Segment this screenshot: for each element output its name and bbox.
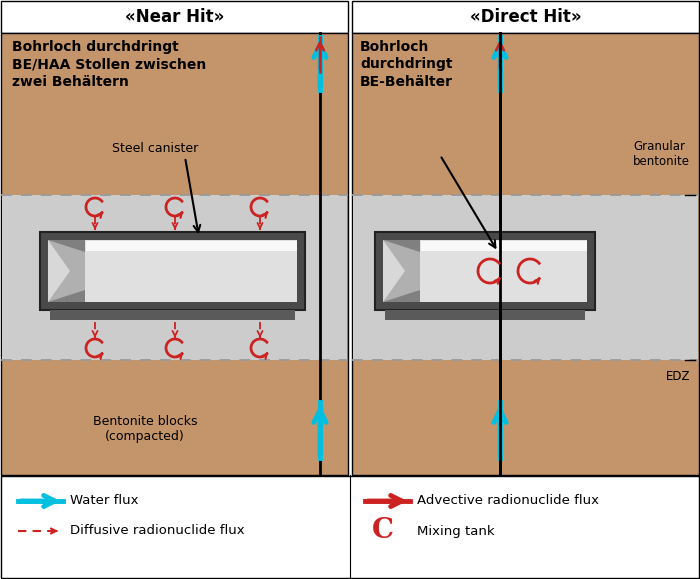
Text: Granular
bentonite: Granular bentonite: [633, 140, 690, 168]
Polygon shape: [383, 240, 405, 302]
Text: EDZ: EDZ: [666, 370, 690, 383]
Text: Bentonite blocks
(compacted): Bentonite blocks (compacted): [92, 415, 197, 443]
Polygon shape: [48, 240, 70, 302]
Bar: [40, 232, 305, 310]
Text: Bohrloch
durchdringt
BE-Behälter: Bohrloch durchdringt BE-Behälter: [360, 40, 453, 89]
Bar: [2, 195, 347, 360]
Text: Water flux: Water flux: [70, 494, 139, 508]
Bar: [1, 1, 348, 33]
Bar: [48, 240, 297, 302]
Bar: [385, 310, 585, 320]
Bar: [50, 310, 295, 320]
Text: «Direct Hit»: «Direct Hit»: [470, 8, 581, 26]
Bar: [375, 232, 595, 310]
Bar: [421, 241, 587, 251]
Bar: [383, 240, 587, 302]
Text: C: C: [372, 518, 394, 544]
Polygon shape: [383, 240, 420, 302]
Polygon shape: [48, 240, 85, 302]
Text: Diffusive radionuclide flux: Diffusive radionuclide flux: [70, 525, 244, 537]
Bar: [420, 240, 587, 302]
Bar: [85, 240, 297, 302]
Text: Mixing tank: Mixing tank: [417, 525, 495, 537]
Bar: [353, 195, 698, 360]
Text: Advective radionuclide flux: Advective radionuclide flux: [417, 494, 599, 508]
Bar: [352, 33, 699, 475]
Text: Steel canister: Steel canister: [112, 142, 198, 155]
Text: Bohrloch durchdringt
BE/HAA Stollen zwischen
zwei Behältern: Bohrloch durchdringt BE/HAA Stollen zwis…: [12, 40, 206, 89]
Bar: [1, 33, 348, 475]
Bar: [1, 476, 699, 578]
Bar: [352, 1, 699, 33]
Text: «Near Hit»: «Near Hit»: [125, 8, 224, 26]
Bar: [86, 241, 297, 251]
